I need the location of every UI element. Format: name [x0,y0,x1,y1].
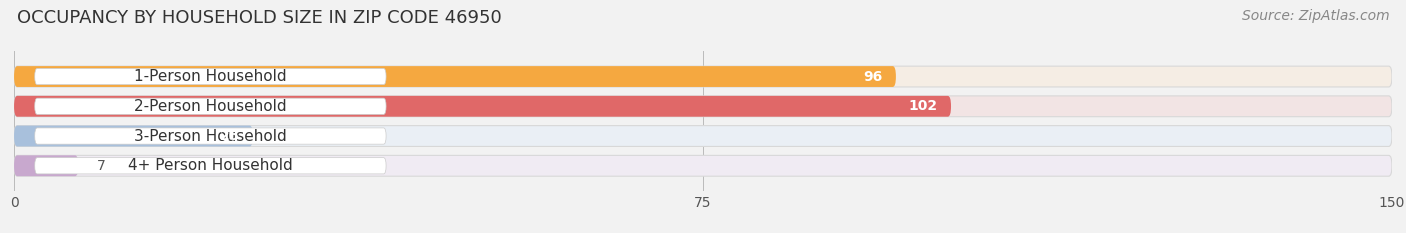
FancyBboxPatch shape [35,98,387,114]
FancyBboxPatch shape [14,96,950,117]
FancyBboxPatch shape [14,126,1392,147]
Text: OCCUPANCY BY HOUSEHOLD SIZE IN ZIP CODE 46950: OCCUPANCY BY HOUSEHOLD SIZE IN ZIP CODE … [17,9,502,27]
Text: 3-Person Household: 3-Person Household [134,129,287,144]
FancyBboxPatch shape [35,158,387,174]
Text: 1-Person Household: 1-Person Household [134,69,287,84]
Text: 26: 26 [219,129,239,143]
Text: 7: 7 [97,159,105,173]
FancyBboxPatch shape [35,69,387,85]
FancyBboxPatch shape [14,96,1392,117]
FancyBboxPatch shape [35,128,387,144]
FancyBboxPatch shape [14,66,1392,87]
FancyBboxPatch shape [14,126,253,147]
FancyBboxPatch shape [14,155,1392,176]
Text: 102: 102 [908,99,938,113]
FancyBboxPatch shape [14,155,79,176]
Text: Source: ZipAtlas.com: Source: ZipAtlas.com [1241,9,1389,23]
FancyBboxPatch shape [14,66,896,87]
Text: 96: 96 [863,69,882,84]
Text: 2-Person Household: 2-Person Household [134,99,287,114]
Text: 4+ Person Household: 4+ Person Household [128,158,292,173]
